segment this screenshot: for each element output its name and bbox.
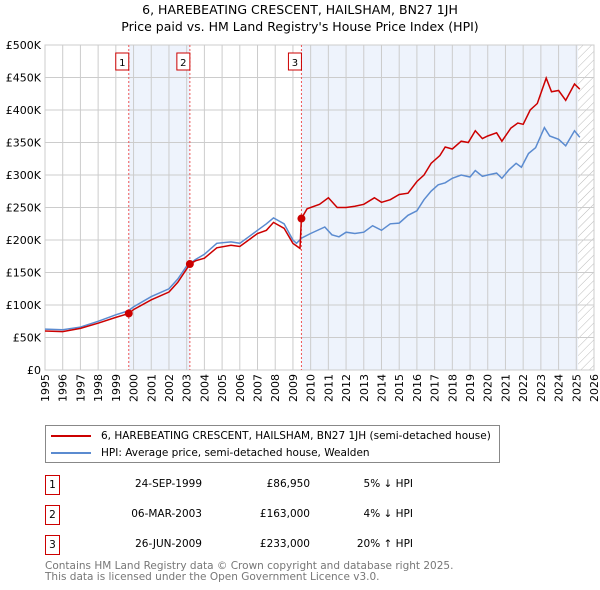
sale-marker: 3 — [45, 535, 60, 555]
y-tick-label: £250K — [6, 202, 42, 215]
x-tick-label: 2013 — [358, 374, 371, 402]
x-tick-label: 2003 — [181, 374, 194, 402]
footer-licence: This data is licensed under the Open Gov… — [45, 571, 380, 583]
x-tick-label: 2026 — [588, 374, 600, 402]
x-tick-label: 2020 — [482, 374, 495, 402]
x-tick-label: 2012 — [340, 374, 353, 402]
sale-hpi-diff: 20% ↑ HPI — [356, 538, 413, 550]
sale-price: £233,000 — [259, 538, 310, 550]
sale-hpi-diff: 4% ↓ HPI — [363, 508, 413, 520]
y-tick-label: £100K — [6, 299, 42, 312]
legend-label: 6, HAREBEATING CRESCENT, HAILSHAM, BN27 … — [101, 430, 491, 442]
x-tick-label: 2015 — [393, 374, 406, 402]
sale-marker-label: 1 — [119, 58, 125, 69]
sale-marker-box — [176, 52, 191, 71]
y-tick-label: £300K — [6, 169, 42, 182]
x-tick-label: 2006 — [234, 374, 247, 402]
sale-marker-box — [287, 52, 302, 71]
sale-point — [185, 260, 194, 269]
footer-copyright: Contains HM Land Registry data © Crown c… — [45, 560, 454, 572]
x-tick-label: 1995 — [39, 374, 52, 402]
y-tick-label: £500K — [6, 39, 42, 52]
x-tick-label: 2025 — [570, 374, 583, 402]
x-tick-label: 1998 — [92, 374, 105, 402]
x-tick-label: 2008 — [269, 374, 282, 402]
legend-swatch-blue — [51, 452, 91, 454]
sale-hpi-diff: 5% ↓ HPI — [363, 478, 413, 490]
x-tick-label: 2011 — [322, 374, 335, 402]
sale-date: 24-SEP-1999 — [134, 478, 202, 490]
table-row: 1 24-SEP-1999 £86,950 5% ↓ HPI — [45, 475, 445, 495]
y-tick-label: £400K — [6, 104, 42, 117]
x-tick-label: 2005 — [216, 374, 229, 402]
sale-price: £163,000 — [259, 508, 310, 520]
sale-date: 26-JUN-2009 — [135, 538, 202, 550]
sale-marker-label: 3 — [292, 58, 298, 69]
sale-price: £86,950 — [266, 478, 310, 490]
sale-marker: 2 — [45, 505, 60, 525]
y-tick-label: £450K — [6, 72, 42, 85]
table-row: 2 06-MAR-2003 £163,000 4% ↓ HPI — [45, 505, 445, 525]
sale-marker-label: 2 — [180, 58, 186, 69]
sale-date: 06-MAR-2003 — [131, 508, 202, 520]
series-line — [44, 126, 581, 331]
plot-frame — [44, 44, 595, 371]
x-tick-label: 2018 — [446, 374, 459, 402]
sale-point — [297, 214, 306, 223]
x-tick-label: 2004 — [198, 374, 211, 402]
x-tick-label: 2010 — [305, 374, 318, 402]
x-tick-label: 2016 — [411, 374, 424, 402]
x-tick-label: 2017 — [429, 374, 442, 402]
y-tick-label: £0 — [27, 364, 41, 377]
chart-title: 6, HAREBEATING CRESCENT, HAILSHAM, BN27 … — [142, 2, 458, 17]
x-tick-label: 2021 — [499, 374, 512, 402]
x-tick-label: 2024 — [553, 374, 566, 402]
x-tick-label: 1999 — [110, 374, 123, 402]
sale-marker-box — [115, 52, 130, 71]
x-tick-label: 1996 — [57, 374, 70, 402]
price-chart: 1995 1996 1997 1998 1999 2000 2001 2002 2003 2004… — [6, 39, 600, 402]
sale-marker: 1 — [45, 475, 60, 495]
x-tick-label: 2023 — [535, 374, 548, 402]
x-tick-label: 2000 — [128, 374, 141, 402]
legend-item-hpi: HPI: Average price, semi-detached house,… — [51, 445, 370, 461]
y-tick-label: £150K — [6, 267, 42, 280]
x-tick-label: 2014 — [375, 374, 388, 402]
y-tick-label: £50K — [13, 332, 42, 345]
x-tick-label: 2019 — [464, 374, 477, 402]
table-row: 3 26-JUN-2009 £233,000 20% ↑ HPI — [45, 535, 445, 555]
chart-subtitle: Price paid vs. HM Land Registry's House … — [121, 19, 479, 34]
y-tick-label: £200K — [6, 234, 42, 247]
x-tick-label: 2009 — [287, 374, 300, 402]
x-tick-label: 2022 — [517, 374, 530, 402]
legend-swatch-red — [51, 435, 91, 437]
y-tick-label: £350K — [6, 137, 42, 150]
sale-point — [124, 309, 133, 318]
x-tick-label: 2007 — [252, 374, 265, 402]
legend-label: HPI: Average price, semi-detached house,… — [101, 447, 370, 459]
x-tick-label: 2001 — [145, 374, 158, 402]
x-tick-label: 1997 — [74, 374, 87, 402]
legend: 6, HAREBEATING CRESCENT, HAILSHAM, BN27 … — [45, 425, 500, 463]
legend-item-property: 6, HAREBEATING CRESCENT, HAILSHAM, BN27 … — [51, 428, 491, 444]
x-tick-label: 2002 — [163, 374, 176, 402]
